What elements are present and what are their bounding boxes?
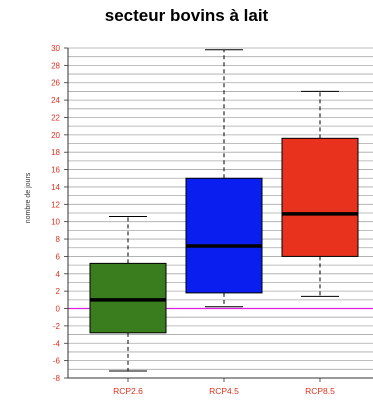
y-tick-label: 8 [56, 235, 61, 244]
y-tick-label: 18 [51, 148, 60, 157]
box-series [89, 49, 359, 372]
y-tick-label: -4 [53, 339, 61, 348]
x-category-label: RCP8.5 [305, 386, 335, 396]
x-axis-categories: RCP2.6 RCP4.5 RCP8.5 [113, 378, 335, 396]
y-tick-label: 0 [56, 305, 61, 314]
y-tick-label: 6 [56, 252, 61, 261]
y-tick-label: -6 [53, 357, 61, 366]
y-tick-label: 20 [51, 131, 60, 140]
y-tick-label: 10 [51, 218, 60, 227]
y-tick-label: 16 [51, 166, 60, 175]
y-tick-label: -2 [53, 322, 61, 331]
y-tick-label: 12 [51, 200, 60, 209]
box-iqr [185, 177, 263, 294]
box-RCP2.6 [89, 215, 167, 372]
y-tick-label: 4 [56, 270, 61, 279]
chart-title: secteur bovins à lait [104, 6, 269, 25]
y-tick-label: 28 [51, 61, 60, 70]
y-tick-label: 14 [51, 183, 60, 192]
box-RCP8.5 [281, 90, 359, 297]
y-tick-label: 30 [51, 44, 60, 53]
box-RCP4.5 [185, 49, 263, 308]
y-axis-label: nombre de jours [25, 172, 32, 223]
x-category-label: RCP4.5 [209, 386, 239, 396]
y-tick-label: 26 [51, 79, 60, 88]
box-iqr [281, 137, 359, 257]
y-tick-label: -8 [53, 374, 61, 383]
y-tick-label: 22 [51, 113, 60, 122]
x-category-label: RCP2.6 [113, 386, 143, 396]
y-tick-label: 2 [56, 287, 61, 296]
y-tick-label: 24 [51, 96, 60, 105]
